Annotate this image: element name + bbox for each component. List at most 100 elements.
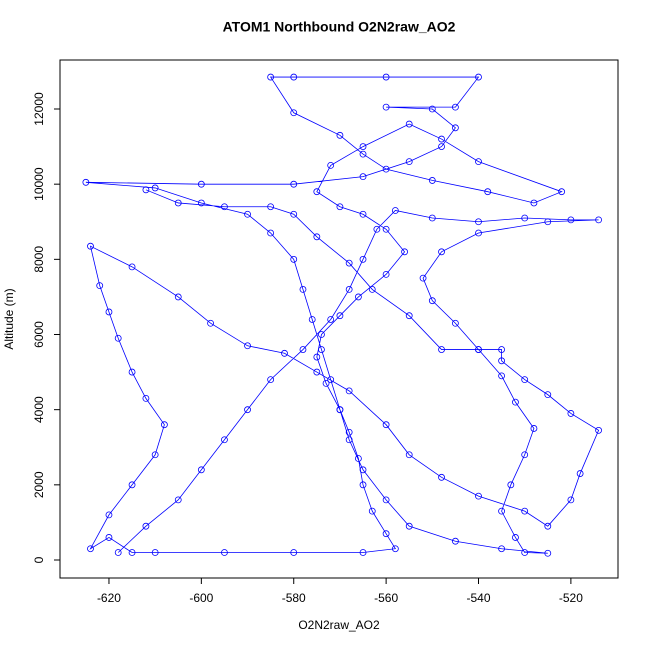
point bbox=[336, 131, 344, 139]
point bbox=[114, 549, 122, 556]
y-tick-label: 12000 bbox=[32, 92, 46, 126]
point bbox=[359, 481, 367, 489]
point bbox=[290, 255, 298, 263]
point bbox=[382, 421, 390, 429]
point bbox=[438, 143, 445, 150]
point bbox=[359, 173, 367, 181]
point bbox=[290, 210, 298, 218]
point bbox=[428, 214, 436, 222]
point bbox=[336, 406, 344, 414]
point bbox=[498, 357, 505, 365]
point bbox=[521, 507, 529, 515]
point bbox=[382, 530, 390, 538]
point bbox=[322, 379, 330, 387]
point bbox=[359, 210, 367, 218]
point bbox=[498, 545, 505, 553]
point bbox=[336, 312, 344, 320]
point bbox=[382, 73, 390, 81]
point bbox=[174, 496, 182, 504]
point bbox=[452, 537, 459, 545]
y-tick-label: 0 bbox=[32, 556, 46, 563]
point bbox=[368, 286, 376, 293]
point bbox=[267, 229, 275, 237]
point bbox=[438, 248, 445, 256]
point bbox=[576, 470, 584, 477]
x-tick-label: -560 bbox=[374, 591, 398, 605]
point bbox=[96, 282, 104, 290]
point bbox=[318, 331, 325, 338]
point bbox=[359, 255, 367, 263]
point bbox=[544, 218, 552, 226]
point bbox=[345, 436, 353, 444]
point bbox=[405, 312, 413, 320]
point bbox=[507, 481, 515, 489]
point bbox=[544, 549, 552, 557]
point bbox=[512, 398, 519, 406]
point bbox=[151, 549, 159, 556]
point bbox=[452, 103, 459, 111]
point bbox=[452, 319, 459, 327]
point bbox=[391, 207, 399, 214]
y-tick-label: 4000 bbox=[32, 396, 46, 423]
point bbox=[567, 216, 575, 224]
point bbox=[128, 481, 136, 489]
point bbox=[544, 522, 552, 530]
point bbox=[558, 188, 566, 196]
point bbox=[151, 451, 159, 459]
point bbox=[595, 216, 602, 224]
point bbox=[359, 549, 367, 556]
point bbox=[475, 218, 482, 226]
x-tick-label: -600 bbox=[189, 591, 213, 605]
point bbox=[475, 229, 482, 237]
point bbox=[142, 186, 150, 194]
point bbox=[521, 451, 529, 459]
point bbox=[197, 180, 205, 188]
point bbox=[530, 425, 538, 432]
point bbox=[345, 286, 353, 293]
point bbox=[544, 391, 552, 399]
point bbox=[290, 109, 298, 117]
point bbox=[405, 451, 413, 459]
point bbox=[313, 368, 321, 376]
point bbox=[128, 549, 136, 556]
point bbox=[197, 466, 205, 474]
point bbox=[368, 507, 376, 515]
point bbox=[221, 436, 228, 444]
point bbox=[87, 545, 94, 553]
point bbox=[128, 368, 136, 376]
point bbox=[151, 184, 159, 192]
point bbox=[382, 225, 390, 233]
point bbox=[313, 353, 321, 361]
point bbox=[359, 150, 367, 158]
point bbox=[405, 120, 413, 128]
point bbox=[267, 376, 275, 384]
point bbox=[327, 316, 335, 323]
point bbox=[327, 376, 335, 384]
point bbox=[299, 346, 307, 353]
point bbox=[521, 376, 529, 384]
point bbox=[308, 316, 316, 323]
point bbox=[567, 410, 575, 417]
point bbox=[345, 428, 353, 436]
point bbox=[281, 349, 288, 357]
x-tick-label: -620 bbox=[97, 591, 121, 605]
point bbox=[359, 143, 367, 150]
y-tick-label: 8000 bbox=[32, 246, 46, 273]
point bbox=[382, 165, 390, 173]
point bbox=[267, 203, 275, 211]
point bbox=[475, 158, 482, 166]
point bbox=[221, 203, 228, 211]
point bbox=[345, 259, 353, 267]
y-tick-label: 6000 bbox=[32, 321, 46, 348]
point bbox=[174, 199, 182, 207]
point bbox=[512, 534, 519, 541]
point bbox=[567, 496, 575, 504]
point bbox=[438, 346, 445, 353]
point bbox=[128, 263, 136, 271]
point bbox=[498, 507, 505, 515]
x-tick-label: -580 bbox=[282, 591, 306, 605]
point bbox=[521, 549, 529, 556]
point bbox=[313, 233, 321, 241]
point bbox=[345, 387, 353, 395]
